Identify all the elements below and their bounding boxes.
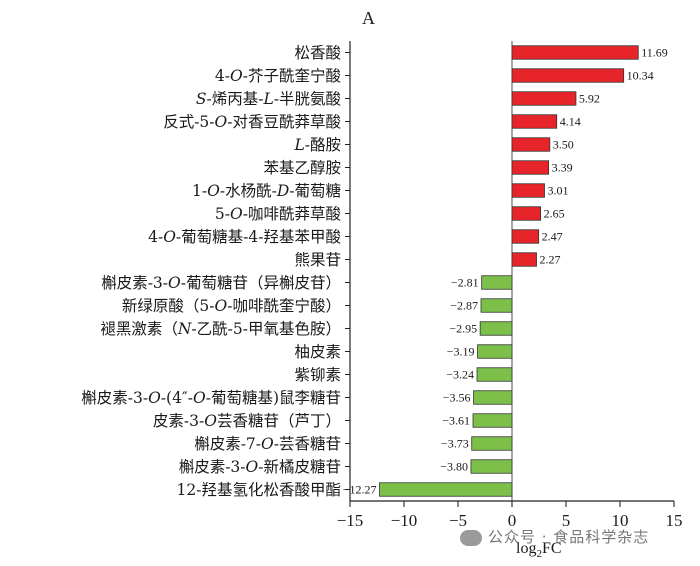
x-tick-label: −10 (391, 511, 418, 530)
value-label: −2.87 (450, 299, 478, 313)
bar (470, 459, 513, 474)
category-label: 4-O-芥子酰奎宁酸 (215, 67, 342, 85)
category-label: 12-羟基氢化松香酸甲酯 (177, 481, 341, 499)
bar (476, 367, 513, 382)
category-label: 松香酸 (294, 44, 341, 62)
bar (511, 160, 550, 175)
bar (511, 114, 558, 129)
value-label: 3.39 (552, 161, 573, 175)
bar (511, 206, 542, 221)
bar (481, 275, 513, 290)
category-label: 新绿原酸（5-O-咖啡酰奎宁酸） (122, 297, 341, 315)
bar (480, 298, 513, 313)
value-label: −12.27 (343, 483, 377, 497)
category-label: 槲皮素-3-O-葡萄糖苷（异槲皮苷） (101, 274, 341, 292)
category-label: 槲皮素-7-O-芸香糖苷 (194, 435, 341, 453)
category-label: 紫铆素 (294, 366, 341, 384)
category-label: 1-O-水杨酰-D-葡萄糖 (192, 182, 341, 200)
value-label: 10.34 (627, 69, 654, 83)
x-tick-label: 0 (508, 511, 517, 530)
x-tick-label: −5 (449, 511, 467, 530)
value-label: −3.80 (440, 460, 468, 474)
x-axis-title-suffix: FC (542, 540, 562, 557)
value-label: −2.95 (449, 322, 477, 336)
value-label: 2.47 (542, 230, 563, 244)
panel-label: A (362, 8, 375, 28)
category-label: 反式-5-O-对香豆酰莽草酸 (163, 113, 341, 131)
bar (479, 321, 513, 336)
watermark: 公众号 · 食品科学杂志 (460, 526, 649, 547)
category-label: 槲皮素-3-O-(4″-O-葡萄糖基)鼠李糖苷 (81, 389, 341, 407)
x-tick-label: 15 (666, 511, 683, 530)
value-label: −3.61 (442, 414, 470, 428)
bar (511, 137, 551, 152)
value-label: −2.81 (451, 276, 479, 290)
bar (511, 229, 540, 244)
bar (472, 413, 513, 428)
bar (511, 91, 577, 106)
category-label: 皮素-3-O芸香糖苷（芦丁） (153, 412, 341, 430)
value-label: −3.56 (443, 391, 471, 405)
x-tick-label: −15 (337, 511, 364, 530)
value-label: 5.92 (579, 92, 600, 106)
value-label: 11.69 (641, 46, 668, 60)
category-label: 槲皮素-3-O-新橘皮糖苷 (179, 458, 341, 476)
x-axis-title-base: log (516, 540, 536, 557)
category-label: 柚皮素 (294, 343, 341, 361)
value-label: 3.01 (548, 184, 569, 198)
x-tick-label: 5 (562, 511, 571, 530)
category-label: 褪黑激素（N-乙酰-5-甲氧基色胺） (100, 320, 341, 338)
bar (477, 344, 513, 359)
value-label: 3.50 (553, 138, 574, 152)
category-label: 4-O-葡萄糖基-4-羟基苯甲酸 (148, 228, 341, 246)
bar (511, 183, 545, 198)
bar (379, 482, 513, 497)
value-label: −3.24 (446, 368, 474, 382)
value-label: 2.27 (540, 253, 561, 267)
value-label: 4.14 (560, 115, 581, 129)
value-label: −3.19 (447, 345, 475, 359)
category-label: 5-O-咖啡酰莽草酸 (215, 205, 342, 223)
bar (473, 390, 513, 405)
watermark-text: 公众号 · 食品科学杂志 (488, 528, 650, 546)
plot-area: −15 −10 −5 0 5 10 15 松香酸 11.69 4-O-芥子酰奎宁酸 10.34 S-烯… (81, 41, 683, 530)
category-label: 苯基乙醇胺 (263, 159, 341, 177)
bar (471, 436, 513, 451)
bar (511, 252, 537, 267)
bar (511, 68, 625, 83)
category-label: L-酪胺 (293, 136, 341, 154)
category-label: 熊果苷 (294, 251, 341, 269)
x-tick-label: 10 (612, 511, 629, 530)
x-axis-title: log2FC (516, 540, 562, 560)
bar (511, 45, 639, 60)
wechat-icon (460, 529, 482, 546)
value-label: −3.73 (441, 437, 469, 451)
x-axis-title-subscript: 2 (536, 548, 542, 560)
value-label: 2.65 (544, 207, 565, 221)
category-label: S-烯丙基-L-半胱氨酸 (196, 90, 342, 108)
